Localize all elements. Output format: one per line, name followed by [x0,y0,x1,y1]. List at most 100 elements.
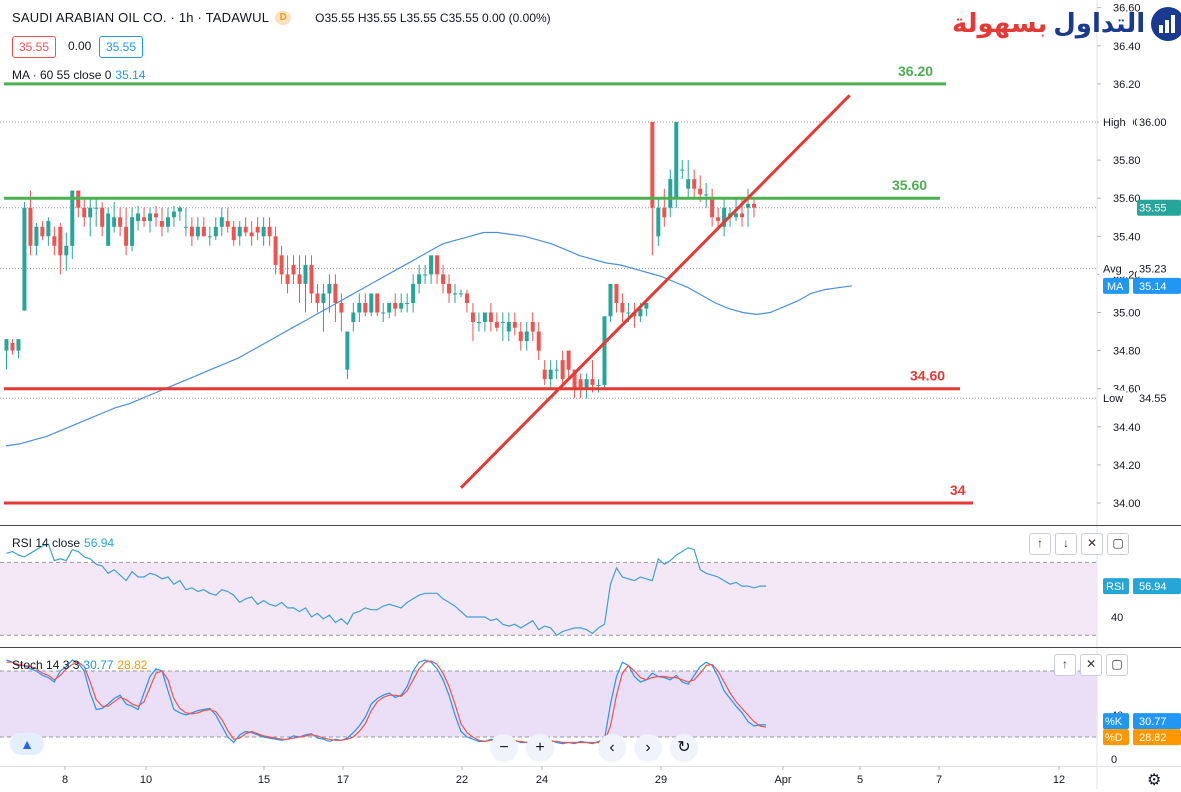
candle-body [476,322,481,324]
candle-body [249,232,254,237]
scroll-back-button[interactable]: ‹ [598,734,626,762]
candle-body [64,245,69,256]
candle [650,122,655,256]
high-price-tag: High 36.00 [1099,114,1181,130]
symbol-title[interactable]: SAUDI ARABIAN OIL CO. · 1h · TADAWUL [12,10,270,25]
candle [560,350,565,385]
candle [668,169,673,218]
candle-body [237,226,242,237]
spread-value: 0.00 [68,39,92,53]
candle-body [704,194,709,196]
candle-body [118,217,123,227]
candle [177,205,182,222]
candle-body [674,122,679,199]
move-pane-down-icon[interactable]: ↓ [1055,533,1077,555]
candle-body [650,122,655,208]
candle-body [429,255,434,275]
candle-body [22,207,27,311]
candle-body [596,384,601,386]
close-pane-icon[interactable]: ✕ [1080,654,1102,676]
tradingview-logo-icon[interactable]: ▲ [10,733,44,755]
candle-body [28,207,33,246]
settings-gear-icon[interactable]: ⚙ [1147,772,1162,789]
candle-body [435,255,440,275]
candle [136,205,141,231]
candle-body [405,302,410,304]
chart-navigation: − + ‹ › ↻ [490,734,698,762]
scroll-forward-button[interactable]: › [634,734,662,762]
candle [118,207,123,237]
candle [387,302,392,319]
maximize-pane-icon[interactable]: ▢ [1107,533,1129,555]
stoch-k-tag-value: 30.77 [1139,716,1167,728]
price-axis-tick-label: 35.60 [1113,193,1141,205]
move-pane-up-icon[interactable]: ↑ [1029,533,1051,555]
time-axis-tick-label: 12 [1053,774,1065,786]
stoch-d-tag-label-bg [1103,729,1129,746]
candle [154,205,158,227]
move-pane-up-icon[interactable]: ↑ [1054,654,1076,676]
zoom-out-button[interactable]: − [490,734,518,762]
reset-chart-button[interactable]: ↻ [670,734,698,762]
ma-legend[interactable]: MA · 60 55 close 0 35.14 [12,68,145,82]
candle-body [656,207,661,237]
candle-body [70,190,75,246]
candle-body [746,203,751,208]
zoom-in-button[interactable]: + [526,734,554,762]
candle [148,207,153,233]
ask-price-box[interactable]: 35.55 [99,36,144,58]
candle-body [447,283,452,294]
price-axis-tick-label: 36.40 [1113,41,1141,53]
candle [692,169,697,199]
candle-body [112,217,117,227]
candle-body [339,302,344,313]
candle [542,360,547,385]
candle [207,226,212,246]
candle-body [399,302,404,309]
avg-price-tag: Avg 35.23 [1099,260,1181,277]
bid-price-box[interactable]: 35.55 [12,36,57,58]
candle-body [375,293,380,313]
candle [64,232,69,271]
candle-body [225,221,230,227]
time-axis-tick-label: 7 [936,774,942,786]
stoch-d-tag-value: 28.82 [1139,732,1167,744]
candle-body [512,322,517,328]
candle [315,283,320,313]
candle [249,221,254,246]
candle [506,312,511,342]
time-axis-tick-label: 15 [258,774,270,786]
ohlc-readout: O35.55 H35.55 L35.55 C35.55 0.00 (0.00%) [315,10,551,25]
stoch-pane-controls: ↑ ✕ ▢ [1054,654,1128,676]
close-pane-icon[interactable]: ✕ [1081,533,1103,555]
candle [375,293,380,317]
candle-body [16,339,21,351]
candle-body [387,302,392,313]
candle-body [584,379,589,389]
candle [447,274,452,303]
rsi-tag-value: 56.94 [1139,581,1167,593]
candle-body [518,331,523,342]
candle [686,160,691,199]
candle-body [130,217,135,246]
price-axis-tick-label: 34.00 [1113,498,1141,510]
candle [10,339,15,355]
rsi-legend[interactable]: RSI 14 close 56.94 [12,536,114,550]
candle [124,207,129,256]
stoch-legend[interactable]: Stoch 14 3 3 30.77 28.82 [12,658,147,672]
stoch-axis-tick-label: 0 [1111,754,1117,766]
candle-body [716,217,721,222]
candle [225,207,230,233]
candle-body [154,213,158,218]
candle [530,312,535,342]
stoch-k-tag-label-bg [1103,713,1129,730]
maximize-pane-icon[interactable]: ▢ [1106,654,1128,676]
avg-price-tag-label: Avg [1103,264,1122,276]
candle-body [219,217,224,227]
candle [590,360,595,393]
candle [393,293,398,317]
delayed-badge[interactable]: D [275,10,292,25]
low-price-tag: Low 34.55 [1099,390,1181,407]
rsi-legend-value: 56.94 [84,536,115,550]
